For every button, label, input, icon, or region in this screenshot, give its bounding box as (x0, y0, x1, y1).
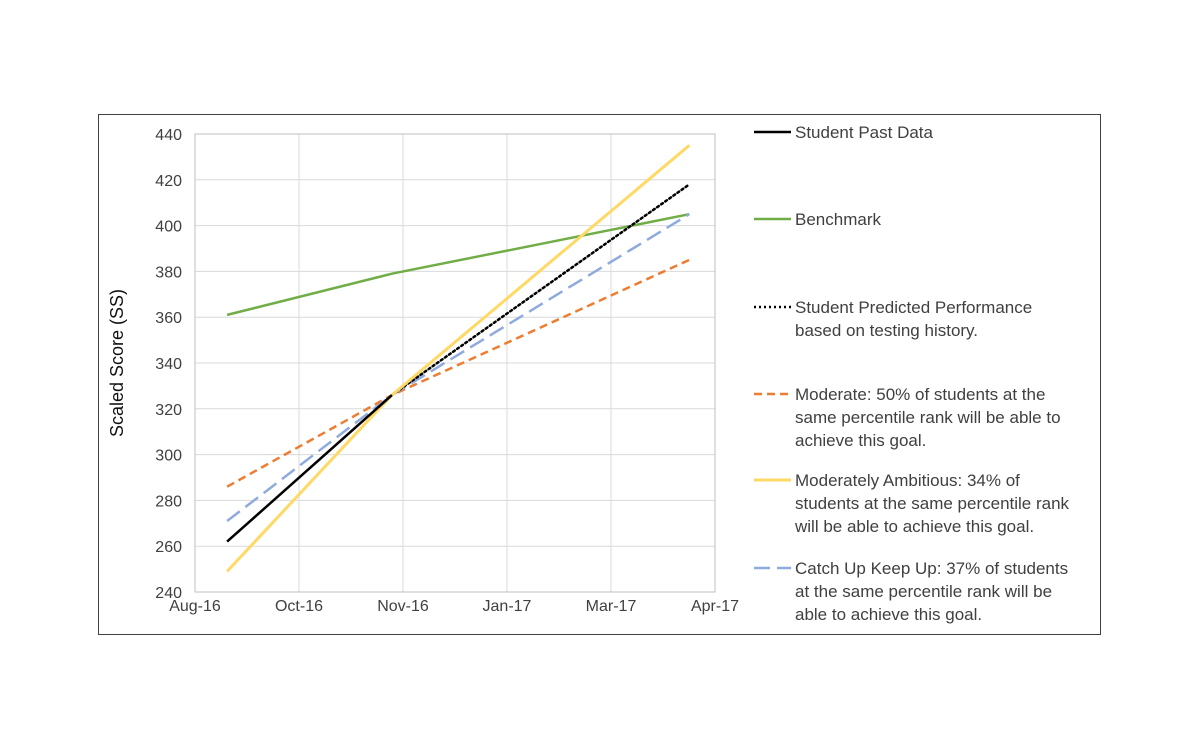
y-tick-label: 260 (155, 539, 182, 556)
x-tick-labels: Aug-16 Oct-16 Nov-16 Jan-17 Mar-17 Apr-17 (169, 598, 739, 615)
legend: Student Past Data Benchmark Student Predic… (754, 123, 1070, 624)
y-tick-label: 400 (155, 219, 182, 236)
chart-frame: 240 260 280 300 320 340 360 380 400 420 440 Aug-16… (98, 114, 1101, 635)
y-tick-label: 380 (155, 264, 182, 281)
series-line-2 (390, 183, 691, 397)
legend-label: Moderately Ambitious: 34% of (795, 471, 1020, 490)
y-tick-label: 240 (155, 585, 182, 602)
legend-label: students at the same percentile rank (795, 494, 1070, 513)
legend-label: based on testing history. (795, 321, 978, 340)
y-axis-title: Scaled Score (SS) (107, 289, 127, 437)
line-chart: 240 260 280 300 320 340 360 380 400 420 440 Aug-16… (107, 123, 1070, 624)
y-tick-label: 300 (155, 448, 182, 465)
series-lines (226, 144, 691, 573)
x-tick-label: Mar-17 (586, 598, 637, 615)
x-tick-label: Apr-17 (691, 598, 739, 615)
x-tick-label: Nov-16 (377, 598, 429, 615)
legend-item-4: Moderately Ambitious: 34% of students at … (754, 471, 1070, 536)
legend-label: will be able to achieve this goal. (794, 517, 1034, 536)
y-tick-label: 320 (155, 402, 182, 419)
x-tick-label: Jan-17 (483, 598, 532, 615)
legend-label: achieve this goal. (795, 431, 926, 450)
series-line-0 (226, 394, 393, 543)
legend-item-5: Catch Up Keep Up: 37% of students at the … (754, 559, 1068, 624)
legend-item-1: Benchmark (754, 210, 881, 229)
legend-label: Student Predicted Performance (795, 298, 1032, 317)
legend-item-0: Student Past Data (754, 123, 934, 142)
y-tick-label: 360 (155, 310, 182, 327)
series-line-3 (226, 258, 690, 488)
legend-item-2: Student Predicted Performance based on te… (754, 298, 1032, 340)
legend-label: able to achieve this goal. (795, 605, 982, 624)
y-tick-label: 420 (155, 173, 182, 190)
gridlines (194, 133, 716, 593)
series-line-4 (226, 144, 691, 573)
legend-item-3: Moderate: 50% of students at the same per… (754, 385, 1061, 450)
x-tick-label: Aug-16 (169, 598, 221, 615)
y-tick-labels: 240 260 280 300 320 340 360 380 400 420 440 (155, 127, 182, 602)
legend-label: Student Past Data (795, 123, 934, 142)
y-tick-label: 340 (155, 356, 182, 373)
x-tick-label: Oct-16 (275, 598, 323, 615)
y-tick-label: 280 (155, 493, 182, 510)
legend-label: same percentile rank will be able to (795, 408, 1061, 427)
legend-label: at the same percentile rank will be (795, 582, 1052, 601)
legend-label: Benchmark (795, 210, 881, 229)
legend-label: Moderate: 50% of students at the (795, 385, 1045, 404)
series-line-1 (226, 212, 690, 317)
plot-area-border (194, 133, 716, 593)
y-tick-label: 440 (155, 127, 182, 144)
legend-label: Catch Up Keep Up: 37% of students (795, 559, 1068, 578)
